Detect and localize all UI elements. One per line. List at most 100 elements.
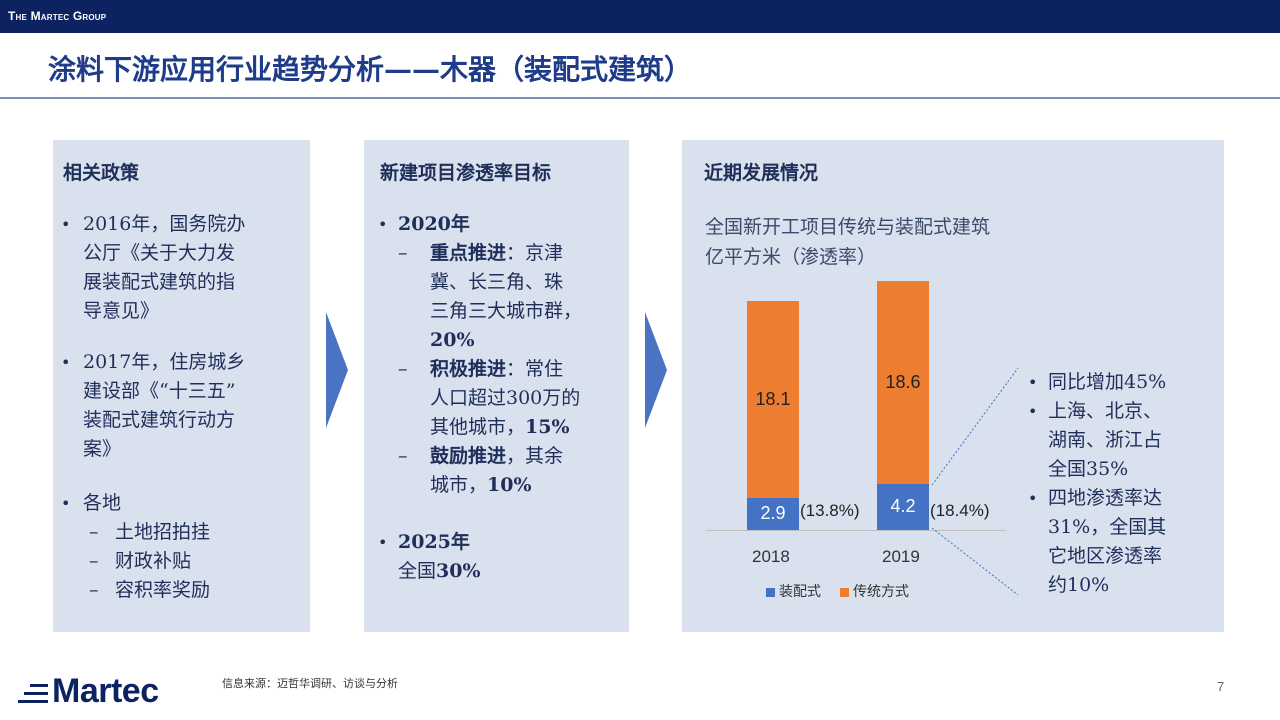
- callout-line-top: [931, 367, 1019, 486]
- tier-pct: 15%: [525, 416, 570, 438]
- note-line: 全国35%: [1048, 458, 1129, 480]
- bar-prefab-2019: [877, 484, 929, 530]
- target-2020: • 2020年 – 重点推进：京津 冀、长三角、珠 三角三大城市群， 20% –…: [378, 210, 626, 500]
- bullet-icon: •: [61, 353, 71, 372]
- year-2020-label: 2020年: [398, 213, 470, 235]
- bar-traditional-2018: [747, 301, 799, 499]
- dash-icon: –: [89, 521, 99, 543]
- note-line: 同比增加45%: [1048, 371, 1167, 393]
- data-label-traditional-2019: 18.6: [885, 371, 921, 392]
- page-title: 涂料下游应用行业趋势分析——木器（装配式建筑）: [48, 53, 693, 86]
- x-tick-2019: 2019: [882, 547, 920, 566]
- dash-icon: –: [89, 579, 99, 601]
- policy-line: 2016年，国务院办: [83, 213, 246, 235]
- policy-item: • 2016年，国务院办 公厅《关于大力发 展装配式建筑的指 导意见》: [61, 210, 301, 326]
- policy-sub-item: 土地招拍挂: [115, 521, 211, 543]
- policy-line: 案》: [83, 438, 122, 460]
- chart-unit: 亿平方米（渗透率）: [705, 246, 877, 268]
- tier-pct: 10%: [487, 474, 532, 496]
- brand-name: The Martec Group: [8, 9, 107, 23]
- tier-text: 人口超过300万的: [430, 387, 581, 409]
- legend-label-traditional: 传统方式: [853, 584, 909, 600]
- tier-text: 冀、长三角、珠: [430, 271, 564, 293]
- data-label-prefab-2018: 2.9: [760, 503, 786, 524]
- target-heading: 新建项目渗透率目标: [380, 162, 552, 184]
- dash-icon: –: [398, 445, 408, 467]
- policy-sub-item: 财政补贴: [115, 550, 192, 572]
- bullet-icon: •: [378, 533, 388, 552]
- tier-text: ，其余: [506, 445, 564, 467]
- source-note: 信息来源：迈哲华调研、访谈与分析: [222, 677, 398, 690]
- note-item: • 上海、北京、 湖南、浙江占 全国35%: [1028, 397, 1218, 484]
- policy-heading: 相关政策: [63, 162, 140, 184]
- data-label-traditional-2018: 18.1: [755, 388, 791, 409]
- note-item: • 四地渗透率达 31%，全国其 它地区渗透率 约10%: [1028, 484, 1218, 600]
- policy-item: • 2017年，住房城乡 建设部《“十三五” 装配式建筑行动方 案》: [61, 348, 301, 464]
- title-divider: [0, 97, 1280, 99]
- dash-icon: –: [398, 358, 408, 380]
- policy-line: 建设部《“十三五”: [83, 380, 236, 402]
- policy-line: 装配式建筑行动方: [83, 409, 236, 431]
- target-2025: • 2025年 全国30%: [378, 528, 626, 586]
- logo-stripe: [18, 700, 48, 703]
- x-tick-2018: 2018: [752, 547, 790, 566]
- tier-text: ：常住: [506, 358, 564, 380]
- top-banner: The Martec Group: [0, 0, 1280, 33]
- callout-line-bottom: [931, 527, 1019, 596]
- bullet-icon: •: [1028, 373, 1038, 392]
- note-line: 31%，全国其: [1048, 516, 1167, 538]
- penetration-label-2019: (18.4%): [930, 501, 990, 520]
- policy-sub-item: 容积率奖励: [115, 579, 211, 601]
- tier-text: 三角三大城市群，: [430, 300, 583, 322]
- target-panel: 新建项目渗透率目标 • 2020年 – 重点推进：京津 冀、长三角、珠 三角三大…: [364, 140, 629, 632]
- callout-lines: [931, 367, 1019, 596]
- note-line: 它地区渗透率: [1048, 545, 1163, 567]
- tier-text: 其他城市，: [430, 416, 526, 438]
- recent-panel: 近期发展情况 全国新开工项目传统与装配式建筑 亿平方米（渗透率） 18.1 2.…: [682, 140, 1224, 632]
- tier-pct: 20%: [430, 329, 475, 351]
- logo-stripe: [30, 684, 48, 687]
- policy-line: 各地: [83, 492, 122, 514]
- bullet-icon: •: [1028, 489, 1038, 508]
- logo-wordmark: Martec: [52, 672, 159, 710]
- tier-text: ：京津: [506, 242, 564, 264]
- page-number: 7: [1217, 679, 1225, 694]
- legend-swatch-traditional: [840, 588, 849, 597]
- logo-stripe: [24, 692, 48, 695]
- policy-item: • 各地 – 土地招拍挂 – 财政补贴 – 容积率奖励: [61, 489, 301, 605]
- bar-prefab-2018: [747, 498, 799, 530]
- tier-text: 城市，: [430, 474, 488, 496]
- chevron-right-icon: [645, 312, 667, 428]
- recent-notes: • 同比增加45% • 上海、北京、 湖南、浙江占 全国35% • 四地渗透率达…: [1028, 368, 1218, 600]
- national-label: 全国: [398, 560, 437, 582]
- tier-label: 鼓励推进: [430, 445, 507, 467]
- chart-subtitle: 全国新开工项目传统与装配式建筑: [705, 216, 991, 238]
- policy-line: 2017年，住房城乡: [83, 351, 246, 373]
- recent-heading: 近期发展情况: [704, 162, 819, 184]
- policy-line: 公厅《关于大力发: [83, 242, 236, 264]
- chart-baseline: [706, 530, 1006, 531]
- note-line: 约10%: [1048, 574, 1110, 596]
- bullet-icon: •: [61, 494, 71, 513]
- note-item: • 同比增加45%: [1028, 368, 1218, 397]
- tier-label: 积极推进: [430, 358, 507, 380]
- penetration-label-2018: (13.8%): [800, 501, 860, 520]
- national-pct: 30%: [436, 560, 481, 582]
- policy-line: 导意见》: [83, 300, 160, 322]
- dash-icon: –: [398, 242, 408, 264]
- chevron-right-icon: [326, 312, 348, 428]
- legend-swatch-prefab: [766, 588, 775, 597]
- bullet-icon: •: [1028, 402, 1038, 421]
- note-line: 湖南、浙江占: [1048, 429, 1163, 451]
- bullet-icon: •: [61, 215, 71, 234]
- note-line: 上海、北京、: [1048, 400, 1163, 422]
- policy-line: 展装配式建筑的指: [83, 271, 236, 293]
- bullet-icon: •: [378, 215, 388, 234]
- policy-panel: 相关政策 • 2016年，国务院办 公厅《关于大力发 展装配式建筑的指 导意见》…: [53, 140, 310, 632]
- data-label-prefab-2019: 4.2: [890, 496, 916, 517]
- note-line: 四地渗透率达: [1048, 487, 1163, 509]
- legend-label-prefab: 装配式: [779, 584, 821, 600]
- bar-traditional-2019: [877, 281, 929, 485]
- tier-label: 重点推进: [430, 242, 507, 264]
- dash-icon: –: [89, 550, 99, 572]
